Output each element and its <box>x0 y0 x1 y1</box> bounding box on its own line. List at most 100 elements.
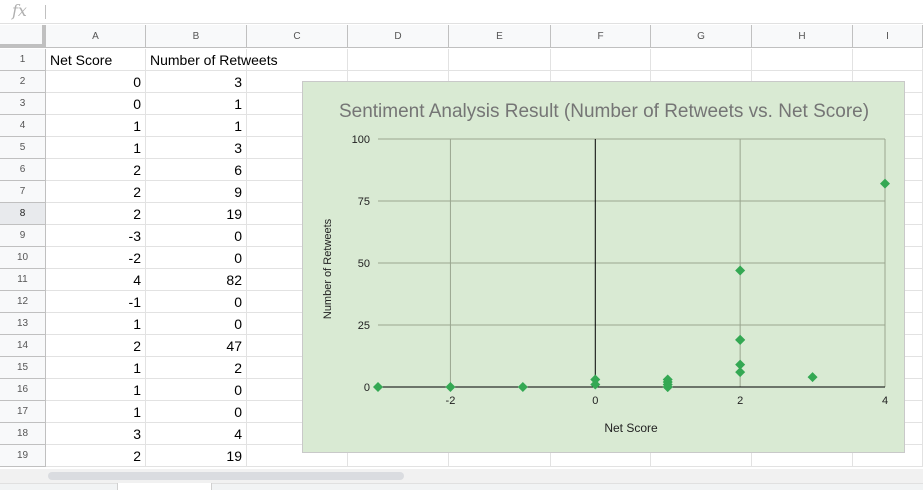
horizontal-scrollbar-thumb[interactable] <box>48 472 404 480</box>
cell-b6[interactable]: 6 <box>146 159 247 181</box>
cell-a11[interactable]: 4 <box>46 269 146 291</box>
cell-b10[interactable]: 0 <box>146 247 247 269</box>
chart-svg: Sentiment Analysis Result (Number of Ret… <box>322 101 890 435</box>
cell-b4[interactable]: 1 <box>146 115 247 137</box>
cell-a16[interactable]: 1 <box>46 379 146 401</box>
cell-h19[interactable] <box>752 445 853 467</box>
row-header-9[interactable]: 9 <box>0 225 46 247</box>
cell-b11[interactable]: 82 <box>146 269 247 291</box>
cell-b3[interactable]: 1 <box>146 93 247 115</box>
y-tick-label-100: 100 <box>352 134 370 146</box>
cell-a3[interactable]: 0 <box>46 93 146 115</box>
cell-a8[interactable]: 2 <box>46 203 146 225</box>
cell-b12[interactable]: 0 <box>146 291 247 313</box>
cell-a5[interactable]: 1 <box>46 137 146 159</box>
sheet-tab[interactable] <box>117 483 212 490</box>
cell-c1[interactable] <box>247 49 348 71</box>
cell-g1[interactable] <box>651 49 752 71</box>
column-header-a[interactable]: A <box>46 25 146 48</box>
cell-a9[interactable]: -3 <box>46 225 146 247</box>
row-header-16[interactable]: 16 <box>0 379 46 401</box>
scatter-chart[interactable]: Sentiment Analysis Result (Number of Ret… <box>302 81 905 453</box>
chart-title: Sentiment Analysis Result (Number of Ret… <box>339 101 869 122</box>
column-header-c[interactable]: C <box>247 25 348 48</box>
formula-bar-divider <box>45 5 46 19</box>
column-header-h[interactable]: H <box>752 25 853 48</box>
row-header-17[interactable]: 17 <box>0 401 46 423</box>
column-header-f[interactable]: F <box>551 25 651 48</box>
cell-b2[interactable]: 3 <box>146 71 247 93</box>
column-header-e[interactable]: E <box>449 25 551 48</box>
cell-b13[interactable]: 0 <box>146 313 247 335</box>
row-header-12[interactable]: 12 <box>0 291 46 313</box>
row-header-14[interactable]: 14 <box>0 335 46 357</box>
row-header-8[interactable]: 8 <box>0 203 46 225</box>
cell-a15[interactable]: 1 <box>46 357 146 379</box>
cell-a4[interactable]: 1 <box>46 115 146 137</box>
cell-e19[interactable] <box>449 445 551 467</box>
column-header-b[interactable]: B <box>146 25 247 48</box>
row-header-1[interactable]: 1 <box>0 49 46 71</box>
row-header-3[interactable]: 3 <box>0 93 46 115</box>
cell-f19[interactable] <box>551 445 651 467</box>
cell-a18[interactable]: 3 <box>46 423 146 445</box>
cell-a6[interactable]: 2 <box>46 159 146 181</box>
cell-f1[interactable] <box>551 49 651 71</box>
row-header-4[interactable]: 4 <box>0 115 46 137</box>
cell-g19[interactable] <box>651 445 752 467</box>
formula-bar[interactable]: fx <box>0 0 923 24</box>
cell-h1[interactable] <box>752 49 853 71</box>
y-tick-label-50: 50 <box>358 258 370 270</box>
column-header-i[interactable]: I <box>853 25 923 48</box>
cell-a2[interactable]: 0 <box>46 71 146 93</box>
x-tick-label-0: 0 <box>592 395 598 407</box>
y-tick-label-75: 75 <box>358 196 370 208</box>
x-axis-label: Net Score <box>604 421 658 435</box>
row-header-15[interactable]: 15 <box>0 357 46 379</box>
cell-e1[interactable] <box>449 49 551 71</box>
cell-i1[interactable] <box>853 49 923 71</box>
chart-points <box>373 178 890 392</box>
x-tick-label-2: 2 <box>737 395 743 407</box>
cell-a12[interactable]: -1 <box>46 291 146 313</box>
column-header-g[interactable]: G <box>651 25 752 48</box>
row-header-10[interactable]: 10 <box>0 247 46 269</box>
select-all-corner[interactable] <box>0 25 46 48</box>
cell-a1[interactable]: Net Score <box>46 49 146 71</box>
cell-b17[interactable]: 0 <box>146 401 247 423</box>
cell-d1[interactable] <box>348 49 449 71</box>
y-axis-label: Number of Retweets <box>322 218 334 319</box>
column-header-d[interactable]: D <box>348 25 449 48</box>
cell-b7[interactable]: 9 <box>146 181 247 203</box>
data-point-9 <box>880 178 890 189</box>
row-header-18[interactable]: 18 <box>0 423 46 445</box>
cell-d19[interactable] <box>348 445 449 467</box>
cell-a10[interactable]: -2 <box>46 247 146 269</box>
cell-a13[interactable]: 1 <box>46 313 146 335</box>
row-header-19[interactable]: 19 <box>0 445 46 467</box>
row-header-2[interactable]: 2 <box>0 71 46 93</box>
data-point-4 <box>735 367 746 378</box>
cell-b9[interactable]: 0 <box>146 225 247 247</box>
cell-b18[interactable]: 4 <box>146 423 247 445</box>
row-header-6[interactable]: 6 <box>0 159 46 181</box>
cell-b8[interactable]: 19 <box>146 203 247 225</box>
row-header-7[interactable]: 7 <box>0 181 46 203</box>
cell-c19[interactable] <box>247 445 348 467</box>
cell-b5[interactable]: 3 <box>146 137 247 159</box>
cell-b19[interactable]: 19 <box>146 445 247 467</box>
x-tick-label-4: 4 <box>882 395 888 407</box>
cell-a19[interactable]: 2 <box>46 445 146 467</box>
row-header-11[interactable]: 11 <box>0 269 46 291</box>
fx-icon: fx <box>12 1 27 20</box>
cell-b15[interactable]: 2 <box>146 357 247 379</box>
cell-b14[interactable]: 47 <box>146 335 247 357</box>
cell-a14[interactable]: 2 <box>46 335 146 357</box>
cell-a17[interactable]: 1 <box>46 401 146 423</box>
row-header-5[interactable]: 5 <box>0 137 46 159</box>
cell-a7[interactable]: 2 <box>46 181 146 203</box>
data-point-7 <box>373 382 383 392</box>
cell-b1[interactable]: Number of Retweets <box>146 49 278 71</box>
row-header-13[interactable]: 13 <box>0 313 46 335</box>
cell-b16[interactable]: 0 <box>146 379 247 401</box>
